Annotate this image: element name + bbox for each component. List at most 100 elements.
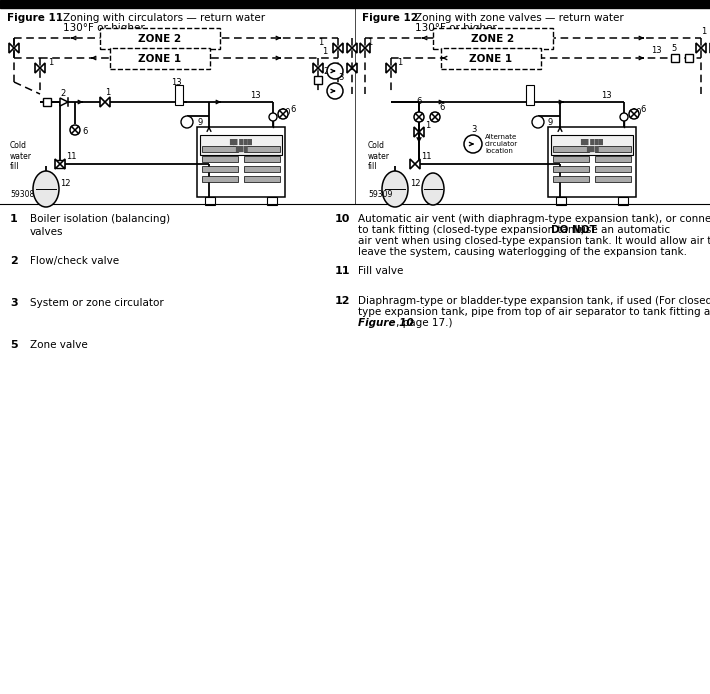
Text: 2: 2 — [323, 67, 328, 76]
Text: System or zone circulator: System or zone circulator — [30, 298, 164, 308]
Bar — [553, 176, 589, 182]
Polygon shape — [360, 43, 365, 53]
Polygon shape — [338, 43, 343, 53]
Bar — [671, 54, 679, 62]
Text: ZONE 1: ZONE 1 — [138, 53, 182, 63]
Bar — [685, 54, 693, 62]
Text: 1: 1 — [701, 27, 706, 36]
Polygon shape — [352, 63, 357, 73]
Text: DO NOT: DO NOT — [551, 225, 597, 235]
Text: Alternate
circulator
location: Alternate circulator location — [485, 134, 518, 154]
Text: 12: 12 — [60, 179, 70, 188]
Text: 2: 2 — [10, 256, 18, 266]
Text: 1: 1 — [10, 214, 18, 224]
Polygon shape — [415, 159, 420, 169]
Ellipse shape — [33, 171, 59, 207]
Text: Boiler isolation (balancing)
valves: Boiler isolation (balancing) valves — [30, 214, 170, 237]
Text: 1: 1 — [367, 38, 372, 47]
Polygon shape — [40, 63, 45, 73]
Text: ZONE 2: ZONE 2 — [471, 33, 515, 44]
Bar — [595, 156, 631, 162]
Bar — [551, 135, 633, 155]
Text: Flow/check valve: Flow/check valve — [30, 256, 119, 266]
Text: 1: 1 — [48, 58, 53, 67]
Polygon shape — [386, 63, 391, 73]
Polygon shape — [60, 159, 65, 169]
Bar — [595, 146, 631, 152]
Bar — [433, 28, 553, 49]
Bar — [43, 98, 51, 106]
Polygon shape — [352, 43, 357, 53]
Bar — [202, 156, 238, 162]
Circle shape — [278, 109, 288, 119]
Text: Fill valve: Fill valve — [358, 266, 403, 276]
Text: 3: 3 — [338, 73, 344, 82]
Text: , page 17.): , page 17.) — [395, 318, 452, 328]
Bar — [595, 176, 631, 182]
Text: 2: 2 — [60, 89, 65, 98]
Text: 1: 1 — [105, 88, 110, 97]
Polygon shape — [391, 63, 396, 73]
Polygon shape — [696, 43, 701, 53]
Text: ██ ███
███: ██ ███ ███ — [581, 138, 604, 151]
Polygon shape — [347, 63, 352, 73]
Text: Figure 10: Figure 10 — [358, 318, 414, 328]
Bar — [244, 156, 280, 162]
Text: Automatic air vent (with diaphragm-type expansion tank), or connect: Automatic air vent (with diaphragm-type … — [358, 214, 710, 224]
Bar — [200, 135, 282, 155]
Text: 10: 10 — [631, 108, 642, 117]
Text: 9: 9 — [548, 118, 553, 127]
Circle shape — [532, 116, 544, 128]
Text: Diaphragm-type or bladder-type expansion tank, if used (For closed-: Diaphragm-type or bladder-type expansion… — [358, 296, 710, 306]
Text: 1: 1 — [425, 121, 430, 130]
Polygon shape — [333, 43, 338, 53]
Text: Zoning with zone valves — return water: Zoning with zone valves — return water — [415, 13, 624, 23]
Bar — [267, 197, 277, 205]
Circle shape — [269, 113, 277, 121]
Circle shape — [629, 109, 639, 119]
Text: air vent when using closed-type expansion tank. It would allow air to: air vent when using closed-type expansio… — [358, 236, 710, 246]
Bar — [244, 146, 280, 152]
Bar — [526, 85, 534, 105]
Bar — [595, 166, 631, 172]
Text: 11: 11 — [335, 266, 351, 276]
Text: Zone valve: Zone valve — [30, 340, 88, 350]
Polygon shape — [60, 98, 68, 106]
Text: Figure 12: Figure 12 — [362, 13, 418, 23]
Polygon shape — [419, 127, 424, 137]
Bar — [0, 0, 710, 8]
Text: leave the system, causing waterlogging of the expansion tank.: leave the system, causing waterlogging o… — [358, 247, 687, 257]
Circle shape — [327, 63, 343, 79]
Text: 5: 5 — [10, 340, 18, 350]
Circle shape — [70, 125, 80, 135]
Text: 5: 5 — [671, 44, 676, 53]
Circle shape — [327, 83, 343, 99]
Text: 11: 11 — [66, 152, 77, 161]
Text: 59308: 59308 — [10, 190, 34, 199]
Bar — [553, 156, 589, 162]
Polygon shape — [347, 43, 352, 53]
Bar — [205, 197, 215, 205]
Text: use an automatic: use an automatic — [577, 225, 670, 235]
Text: 1: 1 — [397, 58, 403, 67]
Circle shape — [181, 116, 193, 128]
Text: 13: 13 — [601, 91, 611, 100]
Text: 6: 6 — [640, 105, 645, 114]
Text: to tank fitting (closed-type expansion tank).: to tank fitting (closed-type expansion t… — [358, 225, 591, 235]
Polygon shape — [701, 43, 706, 53]
Text: 11: 11 — [421, 152, 432, 161]
Polygon shape — [365, 43, 370, 53]
Text: 12: 12 — [335, 296, 351, 306]
Text: 3: 3 — [10, 298, 18, 308]
Text: ZONE 2: ZONE 2 — [138, 33, 182, 44]
Circle shape — [430, 112, 440, 122]
Text: 6: 6 — [290, 105, 295, 114]
Polygon shape — [100, 97, 105, 107]
Circle shape — [620, 113, 628, 121]
Bar — [244, 176, 280, 182]
Bar — [314, 76, 322, 84]
Text: 10: 10 — [335, 214, 350, 224]
Text: 13: 13 — [651, 46, 662, 55]
Polygon shape — [410, 159, 415, 169]
Text: 13: 13 — [171, 78, 182, 87]
